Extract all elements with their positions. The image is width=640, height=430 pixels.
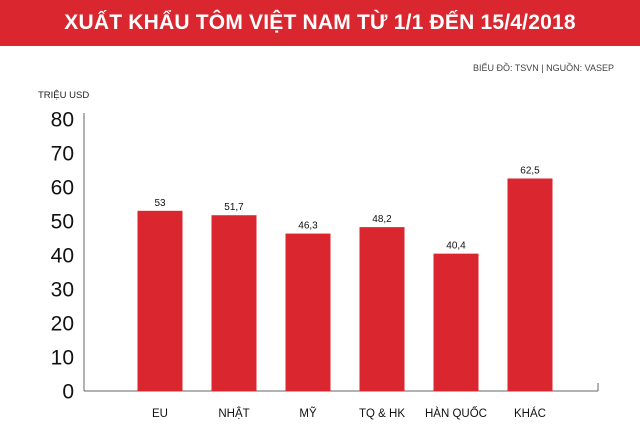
data-label: 46,3 <box>298 221 318 232</box>
bar <box>211 215 257 391</box>
data-label: 62,5 <box>520 166 540 177</box>
x-category-label: KHÁC <box>514 407 546 420</box>
x-category-label: MỸ <box>299 407 317 420</box>
y-tick-label: 80 <box>51 109 74 132</box>
y-tick-label: 10 <box>51 347 74 370</box>
y-tick-label: 0 <box>62 381 74 404</box>
data-label: 40,4 <box>446 241 466 252</box>
data-label: 53 <box>154 198 166 209</box>
data-label: 48,2 <box>372 214 392 225</box>
x-category-label: NHẬT <box>218 407 249 420</box>
data-label: 51,7 <box>224 202 244 213</box>
y-tick-label: 50 <box>51 211 74 234</box>
bar <box>507 178 553 391</box>
title-bar: XUẤT KHẨU TÔM VIỆT NAM TỪ 1/1 ĐẾN 15/4/2… <box>0 0 640 46</box>
bar <box>433 253 479 391</box>
y-tick-label: 60 <box>51 177 74 200</box>
y-tick-label: 70 <box>51 143 74 166</box>
bar <box>137 210 183 391</box>
bar <box>359 227 405 391</box>
y-axis-unit: TRIỆU USD <box>38 90 90 101</box>
x-category-label: HÀN QUỐC <box>425 406 487 420</box>
bar <box>285 233 331 391</box>
chart-title: XUẤT KHẨU TÔM VIỆT NAM TỪ 1/1 ĐẾN 15/4/2… <box>64 11 576 34</box>
y-tick-label: 20 <box>51 313 74 336</box>
source-credit: BIỂU ĐỒ: TSVN | NGUỒN: VASEP <box>472 63 614 73</box>
x-category-label: TQ & HK <box>359 408 405 420</box>
y-tick-label: 40 <box>51 245 74 268</box>
x-category-label: EU <box>152 408 168 420</box>
y-tick-label: 30 <box>51 279 74 302</box>
